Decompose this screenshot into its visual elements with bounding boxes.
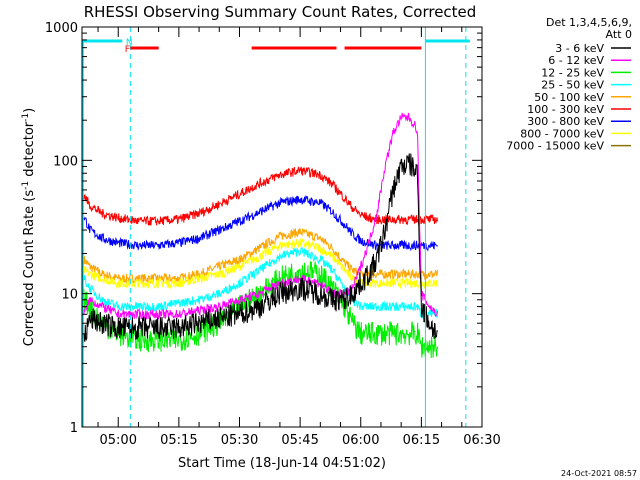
legend-entry-label: 300 - 800 keV <box>527 115 604 128</box>
y-tick-label: 1000 <box>45 21 78 36</box>
x-axis-label: Start Time (18-Jun-14 04:51:02) <box>178 456 386 471</box>
y-axis-label-part2: detector <box>22 121 37 181</box>
series-line-4 <box>83 247 438 321</box>
legend-entry-label: 7000 - 15000 keV <box>506 140 604 153</box>
x-tick-label: 06:15 <box>403 433 440 448</box>
legend-entry-label: 50 - 100 keV <box>534 91 604 104</box>
series-layer <box>83 112 438 359</box>
series-line-6 <box>83 166 438 226</box>
y-axis-label-sup1: -1 <box>21 181 31 190</box>
y-tick-label: 1 <box>70 421 78 436</box>
vertical-markers <box>82 27 467 427</box>
x-axis: 05:00 05:15 05:30 05:45 06:00 06:15 06:30 <box>97 27 501 448</box>
flag-label: F <box>125 45 130 55</box>
legend-entry-label: 6 - 12 keV <box>548 54 604 67</box>
legend-entry-label: 25 - 50 keV <box>541 79 604 92</box>
x-tick-label: 05:00 <box>100 433 137 448</box>
y-axis-label-part1: Corrected Count Rate (s <box>22 190 37 347</box>
y-axis-label-part3: ) <box>22 108 37 113</box>
legend-header-attenuator: Att 0 <box>606 28 632 41</box>
y-tick-label: 10 <box>61 288 78 303</box>
legend-entry-label: 800 - 7000 keV <box>520 127 604 140</box>
x-tick-label: 06:30 <box>463 433 500 448</box>
series-line-8 <box>83 238 438 290</box>
y-axis-label: Corrected Count Rate (s-1 detector-1) <box>21 108 37 346</box>
x-tick-label: 05:45 <box>281 433 318 448</box>
x-tick-label: 05:15 <box>160 433 197 448</box>
generated-timestamp: 24-Oct-2021 08:57 <box>561 469 637 478</box>
x-tick-label: 06:00 <box>342 433 379 448</box>
series-line-1 <box>83 153 438 342</box>
chart-title: RHESSI Observing Summary Count Rates, Co… <box>84 3 477 21</box>
legend-entry-label: 100 - 300 keV <box>527 103 604 116</box>
series-line-2 <box>83 112 438 321</box>
legend-entry-label: 12 - 25 keV <box>541 66 604 79</box>
y-tick-label: 100 <box>53 154 78 169</box>
y-axis: 1 10 100 1000 <box>45 21 482 436</box>
x-tick-label: 05:30 <box>221 433 258 448</box>
flag-label: N <box>126 38 133 48</box>
flag-bars: NF <box>82 38 470 55</box>
legend-header-detectors: Det 1,3,4,5,6,9, <box>546 16 632 29</box>
legend-entry-label: 3 - 6 keV <box>555 42 604 55</box>
series-line-5 <box>83 227 438 285</box>
y-axis-label-sup2: -1 <box>21 113 31 122</box>
plot-frame <box>81 26 483 428</box>
